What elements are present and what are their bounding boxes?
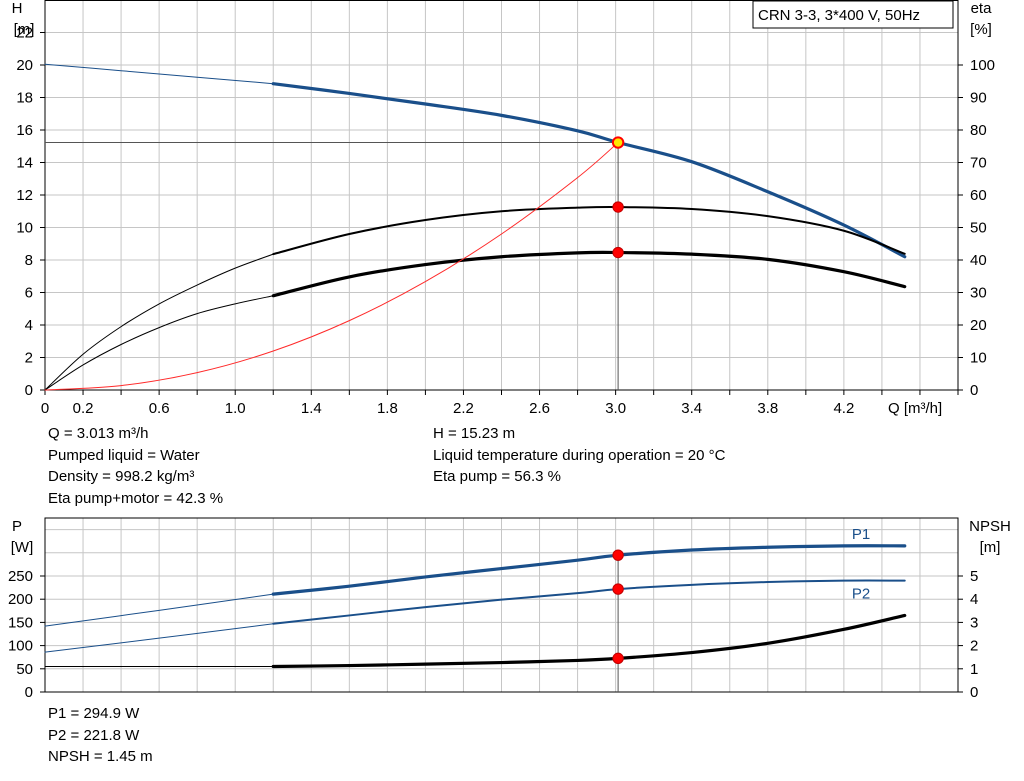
x-tick-label: 0.6 — [149, 400, 170, 417]
info-eta-pump: Eta pump = 56.3 % — [433, 468, 561, 485]
series-line-1 — [44, 593, 274, 627]
eta-pump-operating-point — [612, 201, 624, 213]
x-tick-label: 1.4 — [301, 400, 322, 417]
y-tick-label: 10 — [16, 220, 33, 237]
info-flow: Q = 3.013 m³/h — [48, 425, 149, 442]
head-operating-point — [611, 136, 625, 149]
y2-tick-label: 3 — [970, 614, 978, 631]
y2-tick-label: 20 — [970, 317, 987, 334]
y-tick-label: 2 — [25, 350, 33, 367]
p1-operating-point — [612, 549, 624, 561]
y-axis-unit: [m] — [14, 21, 35, 38]
npsh-operating-point — [612, 652, 624, 665]
x-tick-label: 3.0 — [605, 400, 626, 417]
y2-axis-unit: [m] — [980, 539, 1001, 556]
y2-tick-label: 5 — [970, 568, 978, 585]
series-line-3 — [44, 253, 274, 391]
y2-axis-unit: [%] — [970, 21, 992, 38]
info-head: H = 15.23 m — [433, 425, 516, 442]
plot-frame — [44, 0, 959, 391]
x-tick-label: 3.8 — [757, 400, 778, 417]
y2-tick-label: 90 — [970, 90, 987, 107]
y2-tick-label: 60 — [970, 187, 987, 204]
y2-tick-label: 30 — [970, 285, 987, 302]
y2-tick-label: 80 — [970, 122, 987, 139]
series-line-6 — [44, 142, 619, 391]
series-label-p1: P1 — [852, 526, 870, 543]
series-line-2 — [272, 205, 906, 256]
y-tick-label: 0 — [25, 684, 33, 701]
y2-axis-label: NPSH — [969, 518, 1011, 535]
y-tick-label: 250 — [8, 568, 33, 585]
y-tick-label: 100 — [8, 638, 33, 655]
y-tick-label: 200 — [8, 591, 33, 608]
y2-tick-label: 2 — [970, 638, 978, 655]
y2-tick-label: 70 — [970, 155, 987, 172]
series-line-5 — [44, 295, 274, 391]
plot-frame — [44, 517, 959, 693]
series-line-4 — [271, 613, 907, 669]
info-eta-pump-motor: Eta pump+motor = 42.3 % — [48, 489, 224, 507]
info-p2: P2 = 221.8 W — [48, 726, 140, 744]
operating-info-left: Q = 3.013 m³/h Pumped liquid = Water Den… — [48, 423, 223, 509]
series-line-3 — [44, 623, 274, 653]
series-line-4 — [271, 250, 907, 298]
x-axis-label: Q [m³/h] — [888, 400, 942, 417]
y-axis-label: P — [12, 518, 22, 535]
x-tick-label: 1.0 — [225, 400, 246, 417]
y-tick-label: 18 — [16, 90, 33, 107]
series-line-1 — [44, 63, 274, 85]
info-liquid-temperature: Liquid temperature during operation = 20… — [433, 446, 726, 464]
y-tick-label: 22 — [16, 25, 33, 42]
x-tick-label: 3.4 — [681, 400, 702, 417]
y2-tick-label: 1 — [970, 661, 978, 678]
series-label-p2: P2 — [852, 586, 870, 603]
y2-tick-label: 0 — [970, 382, 978, 399]
y2-tick-label: 10 — [970, 350, 987, 367]
y-tick-label: 50 — [16, 661, 33, 678]
y-tick-label: 4 — [25, 317, 33, 334]
info-pumped-liquid: Pumped liquid = Water — [48, 446, 200, 464]
info-npsh: NPSH = 1.45 m — [48, 748, 153, 765]
y-tick-label: 20 — [16, 57, 33, 74]
title-box — [752, 0, 954, 29]
x-tick-label: 0.2 — [73, 400, 94, 417]
operating-info-right: H = 15.23 m Liquid temperature during op… — [433, 423, 725, 488]
x-tick-label: 0 — [41, 400, 49, 417]
y-tick-label: 12 — [16, 187, 33, 204]
series-line-0 — [271, 82, 907, 259]
y-tick-label: 150 — [8, 614, 33, 631]
y2-tick-label: 4 — [970, 591, 978, 608]
x-tick-label: 1.8 — [377, 400, 398, 417]
series-line-2 — [272, 579, 906, 625]
y-axis-label: H — [12, 0, 23, 17]
y2-tick-label: 40 — [970, 252, 987, 269]
y-tick-label: 14 — [16, 155, 33, 172]
info-p1: P1 = 294.9 W — [48, 705, 140, 722]
x-tick-label: 2.6 — [529, 400, 550, 417]
y-tick-label: 16 — [16, 122, 33, 139]
y-axis-unit: [W] — [11, 539, 34, 556]
y2-tick-label: 100 — [970, 57, 995, 74]
y-tick-label: 8 — [25, 252, 33, 269]
y-tick-label: 0 — [25, 382, 33, 399]
series-line-0 — [271, 544, 907, 596]
info-density: Density = 998.2 kg/m³ — [48, 468, 195, 485]
x-tick-label: 4.2 — [833, 400, 854, 417]
x-tick-label: 2.2 — [453, 400, 474, 417]
p2-operating-point — [612, 583, 624, 595]
chart-title: CRN 3-3, 3*400 V, 50Hz — [758, 7, 920, 24]
power-info: P1 = 294.9 W P2 = 221.8 W NPSH = 1.45 m — [48, 703, 153, 768]
y2-tick-label: 50 — [970, 220, 987, 237]
y2-axis-label: eta — [971, 0, 993, 17]
y-tick-label: 6 — [25, 285, 33, 302]
y2-tick-label: 0 — [970, 684, 978, 701]
eta-pump-motor-operating-point — [612, 246, 624, 259]
